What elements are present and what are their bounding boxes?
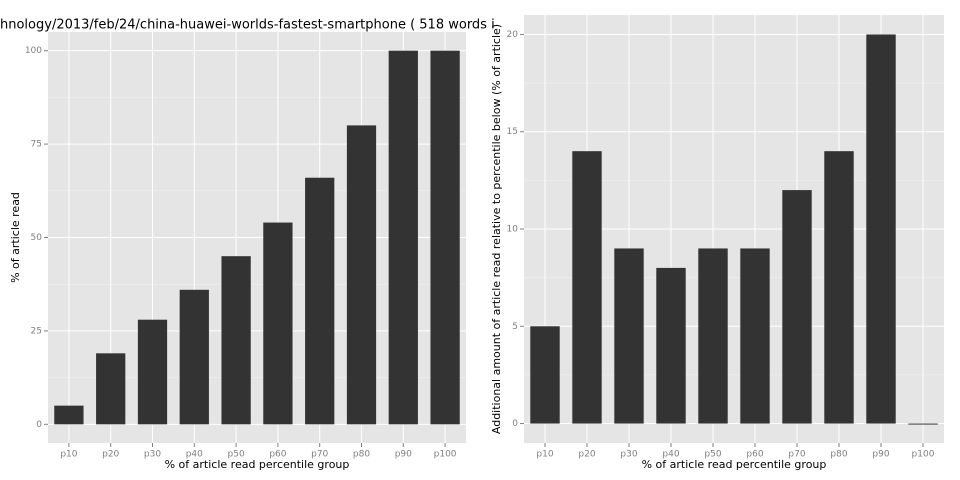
x-tick-label: p10 <box>536 450 553 460</box>
y-tick-label: 0 <box>36 420 42 430</box>
x-tick-label: p80 <box>830 450 847 460</box>
x-tick-label: p10 <box>60 450 77 460</box>
x-tick-label: p40 <box>662 450 679 460</box>
bar <box>179 289 209 425</box>
x-tick-label: p40 <box>186 450 203 460</box>
x-tick-label: p20 <box>578 450 595 460</box>
y-axis-title: % of article read <box>9 192 22 283</box>
bar <box>346 125 377 425</box>
x-tick-label: p90 <box>872 450 889 460</box>
bar <box>221 256 251 425</box>
bar <box>388 50 418 425</box>
x-tick-label: p50 <box>704 450 721 460</box>
chart-title: hnology/2013/feb/24/china-huawei-worlds-… <box>0 18 495 33</box>
bar <box>96 353 126 425</box>
bar <box>698 248 728 424</box>
x-tick-label: p100 <box>434 450 457 460</box>
x-tick-label: p30 <box>620 450 637 460</box>
y-tick-label: 5 <box>512 322 518 332</box>
bar <box>824 151 854 424</box>
x-tick-label: p100 <box>912 450 935 460</box>
x-tick-label: p50 <box>228 450 245 460</box>
y-axis-title: Additional amount of article read relati… <box>490 24 503 434</box>
bar <box>866 34 896 424</box>
y-tick-label: 0 <box>512 419 518 429</box>
y-tick-label: 15 <box>507 127 518 137</box>
bar <box>614 248 644 424</box>
bar <box>782 190 812 424</box>
x-tick-label: p60 <box>269 450 286 460</box>
bar <box>137 319 168 425</box>
x-tick-label: p60 <box>746 450 763 460</box>
y-tick-label: 25 <box>31 326 42 336</box>
bar <box>656 267 686 424</box>
bar <box>430 50 460 425</box>
x-tick-label: p80 <box>353 450 370 460</box>
bar <box>263 222 293 425</box>
x-tick-label: p90 <box>395 450 412 460</box>
x-tick-label: p20 <box>102 450 119 460</box>
y-tick-label: 100 <box>25 46 42 56</box>
x-axis-title: % of article read percentile group <box>642 458 827 471</box>
y-tick-label: 10 <box>507 225 519 235</box>
y-tick-label: 50 <box>31 233 43 243</box>
bar <box>740 248 770 424</box>
x-tick-label: p70 <box>311 450 328 460</box>
x-tick-label: p30 <box>144 450 161 460</box>
y-tick-label: 75 <box>31 140 42 150</box>
x-axis-title: % of article read percentile group <box>165 458 350 471</box>
bar <box>530 326 560 424</box>
y-tick-label: 20 <box>507 30 519 40</box>
bar <box>54 405 84 425</box>
x-tick-label: p70 <box>788 450 805 460</box>
bar <box>572 151 602 424</box>
bar <box>908 423 938 425</box>
bar <box>305 177 335 425</box>
